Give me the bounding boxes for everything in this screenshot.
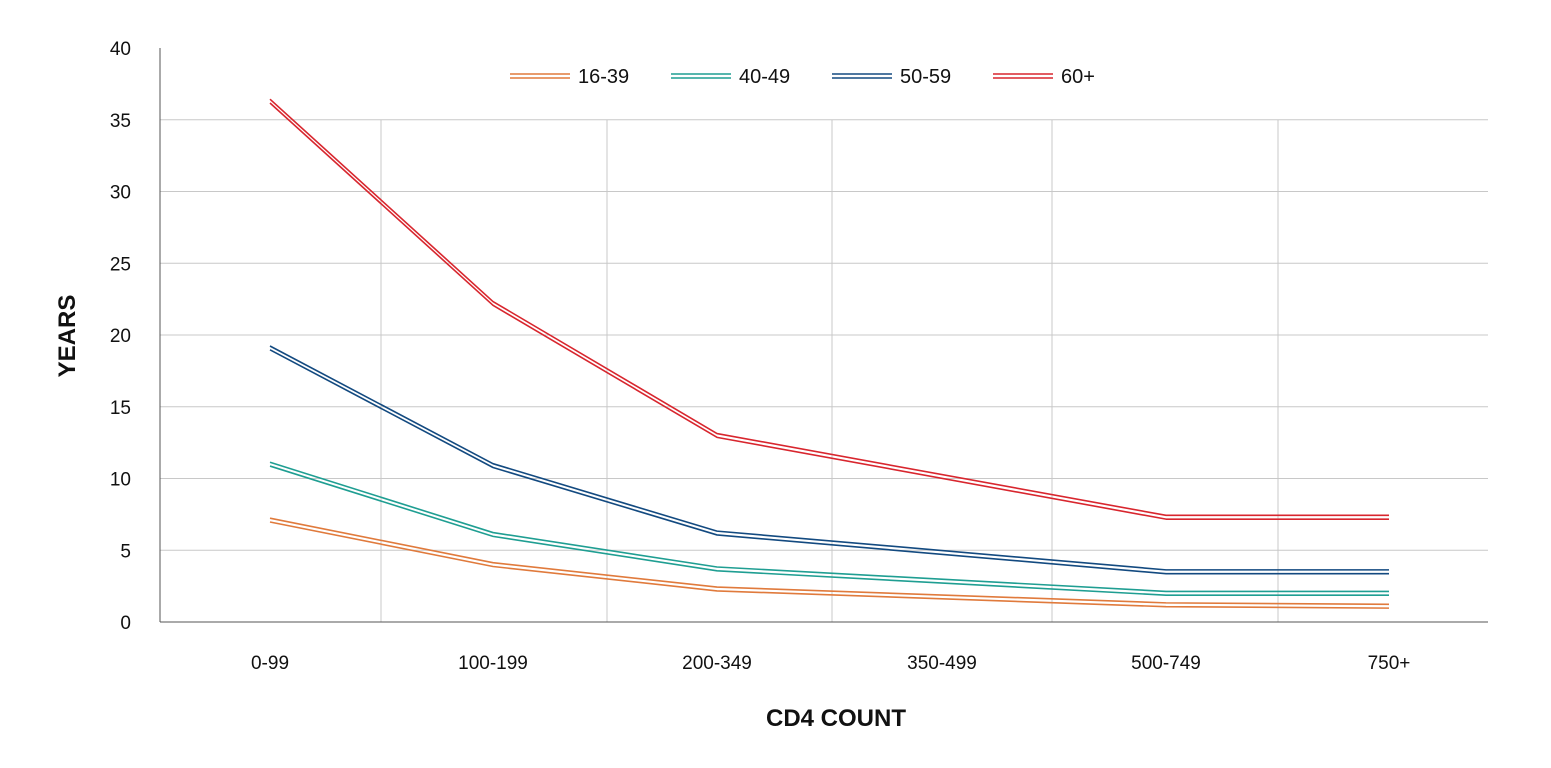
data-point [268,518,273,523]
data-point [491,463,496,468]
data-point [1387,604,1392,609]
y-tick-label: 20 [110,326,131,347]
y-tick-label: 40 [110,39,131,60]
x-tick-label: 500-749 [1131,653,1201,674]
series-line [269,349,1389,575]
legend-label: 40-49 [739,66,790,88]
y-tick-label: 0 [120,613,131,634]
series-line [269,98,1389,517]
legend-entry: 16-39 [510,66,629,88]
y-tick-label: 5 [120,541,131,562]
data-point [268,462,273,467]
series-line [269,521,1390,609]
series-line [269,465,1389,597]
x-tick-label: 200-349 [682,653,752,674]
data-point [1387,591,1392,596]
series-40-49 [268,461,1392,597]
axis-layer: 0 5 10 15 20 25 30 35 40 0-99 100-199 200-349 350-49… [110,39,1488,674]
series-layer [268,98,1392,609]
y-tick-label: 15 [110,398,131,419]
series-50-59 [268,345,1392,575]
legend-entry: 40-49 [671,66,790,88]
data-point [491,562,496,567]
data-point [1164,515,1169,520]
legend-label: 60+ [1061,66,1095,88]
series-line [269,345,1389,571]
series-line [269,102,1389,520]
legend-entry: 50-59 [832,66,951,88]
data-point [715,566,720,571]
x-tick-label: 100-199 [458,653,528,674]
data-point [268,99,273,104]
y-axis-title: YEARS [54,295,81,378]
series-line [269,517,1390,606]
data-point [715,433,720,438]
data-point [1164,569,1169,574]
data-point [491,532,496,537]
y-tick-label: 30 [110,183,131,204]
data-point [1164,602,1169,607]
legend-entry: 60+ [993,66,1095,88]
legend: 16-39 40-49 50-59 60+ [510,66,1095,88]
y-tick-label: 25 [110,254,131,275]
x-tick-label: 750+ [1368,653,1411,674]
data-point [1164,591,1169,596]
series-line [269,461,1389,593]
data-point [268,345,273,350]
data-point [491,301,496,306]
x-tick-label: 0-99 [251,653,289,674]
x-tick-label: 350-499 [907,653,977,674]
grid-layer [160,119,1488,622]
legend-label: 50-59 [900,66,951,88]
data-point [715,531,720,536]
series-60- [268,98,1392,520]
data-point [1387,569,1392,574]
legend-label: 16-39 [578,66,629,88]
data-point [715,586,720,591]
y-tick-label: 10 [110,470,131,491]
x-axis-title: CD4 COUNT [766,705,906,732]
series-16-39 [268,517,1392,609]
data-point [1387,515,1392,520]
y-tick-label: 35 [110,111,131,132]
